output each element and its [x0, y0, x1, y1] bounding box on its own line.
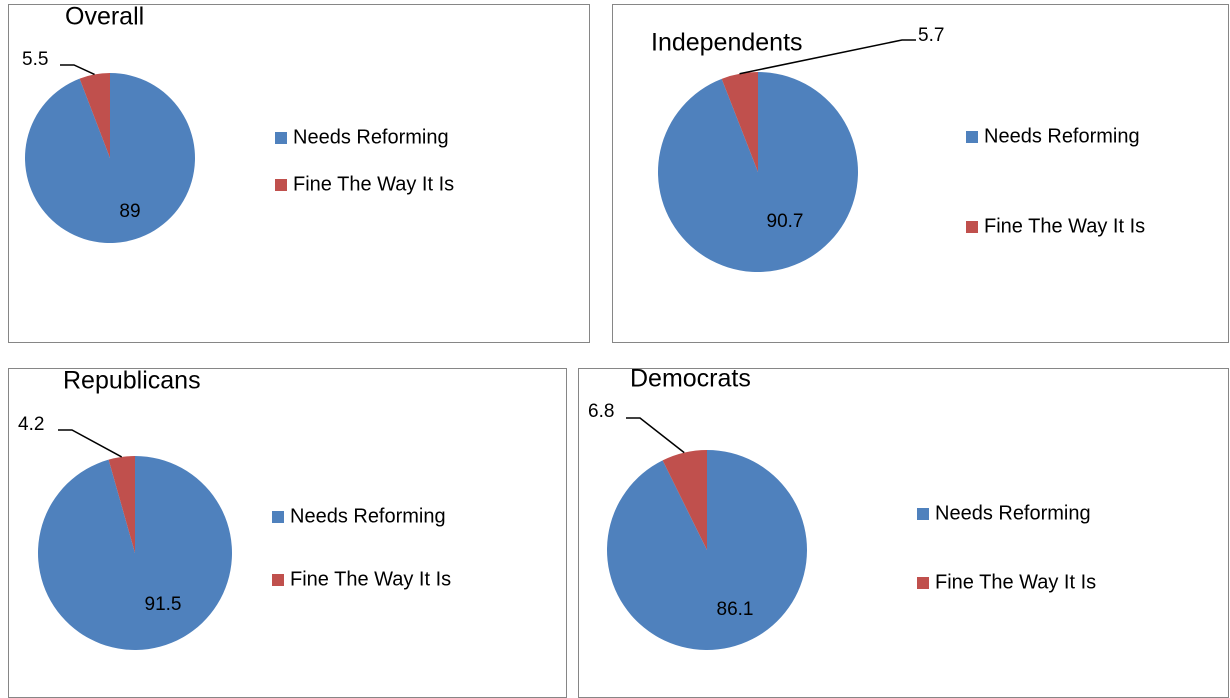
pie-slice [721, 72, 758, 172]
legend-label: Needs Reforming [293, 126, 449, 148]
legend-swatch [272, 574, 284, 586]
value-label: 5.7 [918, 25, 944, 46]
legend-label: Fine The Way It Is [984, 215, 1145, 237]
legend-swatch [272, 511, 284, 523]
value-label: 86.1 [717, 599, 754, 620]
pie-slice [108, 456, 135, 553]
panel [8, 4, 590, 343]
legend-swatch [917, 577, 929, 589]
legend-label: Needs Reforming [984, 125, 1140, 147]
leader-line [626, 417, 685, 454]
legend-label: Fine The Way It Is [935, 571, 1096, 593]
chart-title: Overall [65, 3, 144, 31]
leader-line [58, 429, 123, 458]
pie-slice [37, 456, 232, 650]
chart-title: Democrats [630, 365, 751, 393]
legend-swatch [275, 132, 287, 144]
legend-swatch [966, 131, 978, 143]
legend-swatch [917, 508, 929, 520]
value-label: 89 [119, 201, 140, 222]
value-label: 91.5 [145, 594, 182, 615]
value-label: 6.8 [588, 401, 614, 422]
legend-label: Fine The Way It Is [293, 173, 454, 195]
pie-slice [79, 73, 110, 158]
legend-label: Needs Reforming [290, 505, 446, 527]
legend-label: Fine The Way It Is [290, 568, 451, 590]
chart-title: Republicans [63, 367, 201, 395]
legend-swatch [966, 221, 978, 233]
value-label: 4.2 [18, 414, 44, 435]
legend-swatch [275, 179, 287, 191]
chart-title: Independents [651, 29, 803, 57]
leader-line [60, 64, 95, 76]
legend-label: Needs Reforming [935, 502, 1091, 524]
value-label: 90.7 [767, 211, 804, 232]
pie-slice [25, 73, 196, 243]
leader-line [739, 39, 916, 75]
value-label: 5.5 [22, 49, 48, 70]
panel [612, 4, 1229, 343]
pie-slice [662, 450, 707, 550]
